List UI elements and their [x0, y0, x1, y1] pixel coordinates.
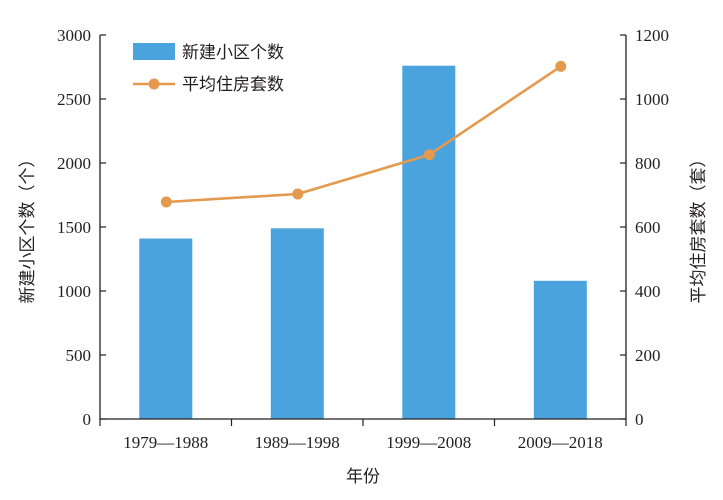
left-axis-title: 新建小区个数（个） [18, 151, 38, 304]
legend-line-marker [148, 78, 160, 90]
line-point-1989—1998 [292, 188, 304, 200]
right-tick-label: 1000 [635, 90, 669, 109]
right-tick-label: 400 [635, 282, 661, 301]
right-tick-label: 200 [635, 346, 661, 365]
x-tick-label: 1989—1998 [255, 433, 340, 452]
line-point-1999—2008 [423, 149, 435, 161]
legend-bar-label: 新建小区个数 [182, 43, 284, 63]
left-tick-label: 2000 [57, 154, 91, 173]
line-path [166, 65, 562, 204]
x-tick-label: 2009—2018 [518, 433, 603, 452]
x-tick-label: 1979—1988 [123, 433, 208, 452]
line-series [160, 60, 567, 208]
bar-series [139, 65, 587, 419]
right-tick-label: 600 [635, 218, 661, 237]
left-tick-label: 1000 [57, 282, 91, 301]
bar-1999—2008 [402, 65, 456, 419]
line-point-2009—2018 [555, 60, 567, 72]
line-point-1979—1988 [160, 196, 172, 208]
legend-line-label: 平均住房套数 [182, 75, 284, 95]
right-axis-title: 平均住房套数（套） [689, 151, 709, 304]
bar-1989—1998 [270, 228, 324, 419]
x-tick-label: 1999—2008 [386, 433, 471, 452]
x-axis-title: 年份 [346, 467, 380, 487]
left-tick-label: 500 [66, 346, 92, 365]
left-tick-label: 1500 [57, 218, 91, 237]
bar-2009—2018 [533, 280, 587, 419]
bar-1979—1988 [139, 238, 193, 419]
right-tick-label: 1200 [635, 26, 669, 45]
axes: 0 500 1000 1500 2000 2500 3000 0 200 400 600 800 100… [18, 26, 709, 487]
left-tick-label: 3000 [57, 26, 91, 45]
right-tick-label: 0 [635, 410, 644, 429]
left-tick-label: 0 [83, 410, 92, 429]
legend-bar-swatch [133, 43, 175, 60]
left-tick-label: 2500 [57, 90, 91, 109]
right-tick-label: 800 [635, 154, 661, 173]
